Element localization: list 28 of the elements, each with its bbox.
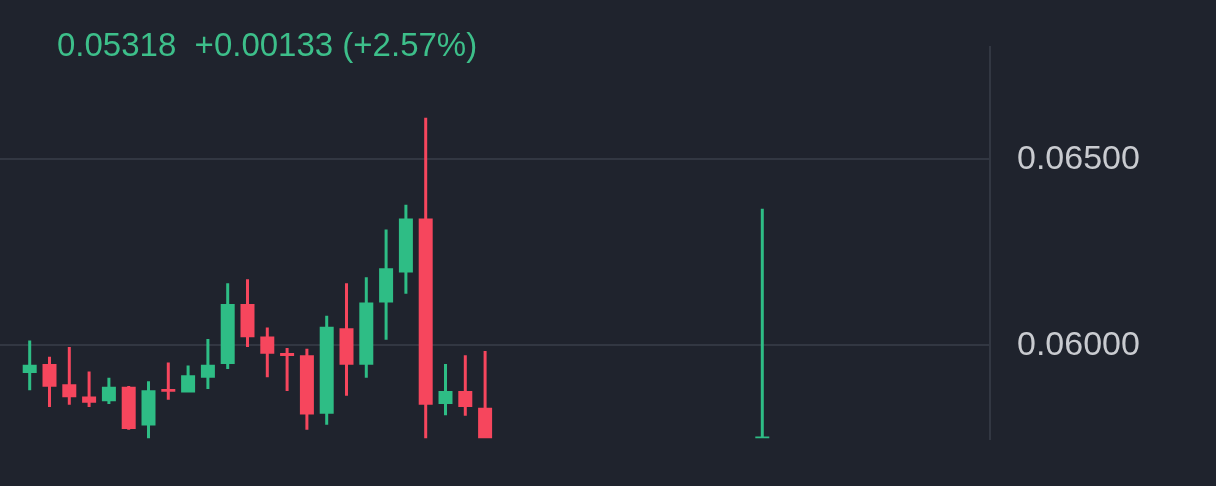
candlestick [398,204,413,294]
candlestick [418,117,433,439]
candlestick [755,208,770,439]
candlestick [101,377,116,404]
candlestick [478,351,493,439]
y-tick-label: 0.06000 [1017,323,1140,362]
candlestick [82,371,97,407]
candlestick [42,356,57,407]
y-tick-label: 0.06500 [1017,137,1140,176]
candlestick [319,315,334,425]
candlestick [200,339,215,390]
candlestick [121,386,136,430]
candlestick [379,229,394,340]
candlestick [260,327,275,378]
candlestick [22,340,37,391]
candlestick [62,346,77,405]
candlestick [280,348,295,391]
candlestick [240,279,255,347]
candlestick [438,364,453,416]
candlestick [299,348,314,430]
candlestick [181,365,196,393]
chart-title: 0.05318 +0.00133 (+2.57%) [57,26,478,64]
candlestick [359,277,374,378]
candlestick [339,283,354,396]
candlestick [141,381,156,439]
candlestick [161,362,176,400]
candlestick [458,355,473,416]
candlestick [220,283,235,369]
